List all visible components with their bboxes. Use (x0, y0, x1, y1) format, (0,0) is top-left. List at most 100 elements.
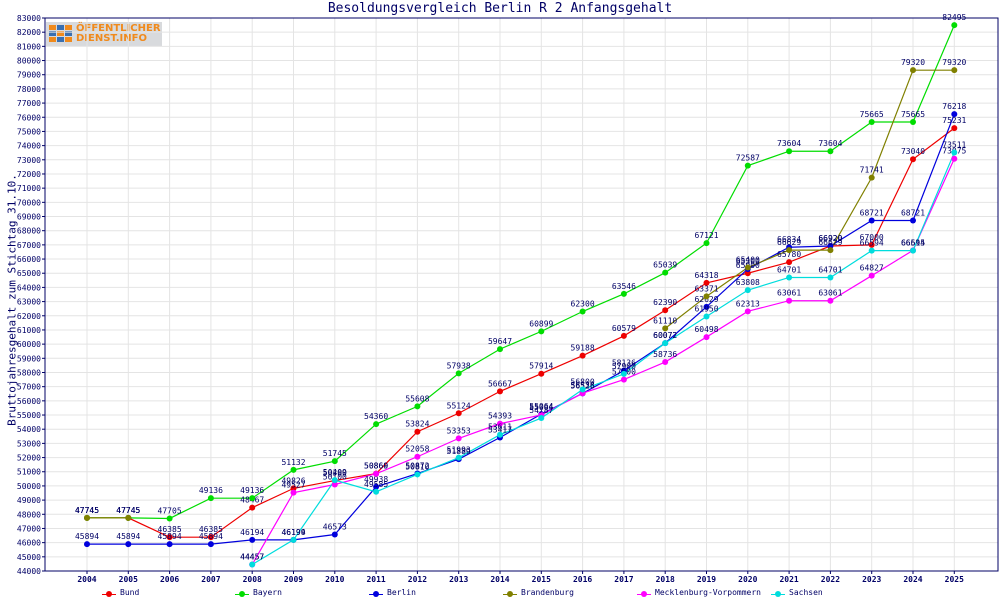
data-point (497, 420, 503, 427)
data-label: 66629 (777, 238, 801, 247)
data-label: 53353 (447, 426, 471, 435)
y-tick-label: 59000 (17, 354, 41, 363)
data-point (703, 279, 710, 286)
x-tick-label: 2014 (490, 575, 509, 584)
y-tick-label: 70000 (17, 198, 41, 207)
data-label: 66920 (818, 234, 842, 243)
data-label: 62629 (694, 295, 718, 304)
data-point (290, 536, 297, 543)
x-tick-label: 2012 (408, 575, 427, 584)
data-point (497, 346, 503, 353)
chart-title: Besoldungsvergleich Berlin R 2 Anfangsge… (327, 1, 673, 16)
data-label: 61110 (653, 316, 677, 325)
data-label: 55064 (529, 402, 553, 411)
data-point (744, 264, 751, 271)
data-point (290, 489, 297, 496)
data-label: 44457 (240, 553, 264, 562)
data-label: 47705 (158, 506, 182, 515)
data-label: 47745 (75, 506, 99, 515)
legend-marker (106, 591, 112, 597)
data-point (827, 243, 834, 250)
data-label: 61950 (694, 304, 718, 313)
data-point (249, 504, 256, 511)
data-label: 47745 (116, 506, 140, 515)
y-tick-label: 83000 (17, 14, 41, 23)
y-tick-label: 54000 (17, 425, 41, 434)
data-label: 73604 (777, 139, 801, 148)
data-label: 49136 (240, 486, 264, 495)
legend-label: Bayern (253, 588, 282, 597)
data-point (620, 290, 627, 297)
data-point (827, 274, 834, 281)
series-line (87, 24, 955, 520)
legend-marker (507, 591, 513, 597)
data-label: 73604 (818, 139, 842, 148)
data-point (662, 340, 669, 347)
data-point (331, 477, 338, 484)
data-label: 50409 (323, 468, 347, 477)
data-label: 60072 (653, 331, 677, 340)
data-label: 65039 (653, 261, 677, 270)
data-point (414, 471, 421, 478)
data-label: 60579 (612, 324, 636, 333)
y-tick-label: 76000 (17, 113, 41, 122)
data-label: 66594 (901, 239, 925, 248)
data-label: 54360 (364, 412, 388, 421)
data-point (249, 495, 256, 502)
x-tick-label: 2022 (821, 575, 840, 584)
data-label: 44457 (240, 553, 264, 562)
data-point (373, 470, 380, 477)
data-label: 56667 (488, 379, 512, 388)
data-point (455, 370, 462, 377)
data-point (331, 458, 338, 465)
data-point (620, 376, 627, 383)
y-tick-label: 51000 (17, 468, 41, 477)
y-tick-label: 63000 (17, 298, 41, 307)
data-point (703, 334, 710, 341)
data-label: 73040 (901, 147, 925, 156)
data-label: 59647 (488, 337, 512, 346)
data-point (744, 308, 751, 315)
data-label: 55124 (447, 401, 471, 410)
data-point (868, 241, 875, 248)
data-point (868, 272, 875, 279)
data-label: 51993 (447, 446, 471, 455)
data-label: 67000 (860, 233, 884, 242)
y-tick-label: 62000 (17, 312, 41, 321)
data-label: 56800 (571, 378, 595, 387)
data-point (662, 269, 669, 276)
legend-marker (239, 591, 245, 597)
data-point (538, 415, 545, 422)
legend-marker (641, 591, 647, 597)
legend-label: Brandenburg (521, 588, 574, 597)
x-tick-label: 2023 (862, 575, 881, 584)
data-label: 82495 (942, 13, 966, 22)
data-label: 53824 (405, 420, 429, 429)
data-label: 62313 (736, 299, 760, 308)
data-label: 46194 (281, 528, 305, 537)
data-point (951, 125, 958, 132)
data-point (455, 410, 462, 417)
data-point (579, 386, 586, 393)
y-tick-label: 78000 (17, 85, 41, 94)
data-point (703, 313, 710, 320)
data-point (744, 287, 751, 294)
data-label: 51745 (323, 449, 347, 458)
x-tick-label: 2009 (284, 575, 303, 584)
data-label: 45894 (116, 532, 140, 541)
y-tick-label: 60000 (17, 340, 41, 349)
legend-label: Sachsen (789, 588, 823, 597)
data-label: 50860 (364, 462, 388, 471)
y-tick-label: 44000 (17, 567, 41, 576)
data-label: 45894 (199, 532, 223, 541)
line-chart: 44000 45000 46000 47000 48000 49000 50000 51000… (17, 13, 999, 584)
data-label: 60899 (529, 319, 553, 328)
y-tick-label: 50000 (17, 482, 41, 491)
data-label: 64701 (818, 265, 842, 274)
logo-line-2: DIENST.INFO (76, 33, 147, 44)
data-label: 57900 (612, 362, 636, 371)
data-point (84, 514, 90, 521)
data-point (249, 561, 256, 568)
x-tick-label: 2018 (656, 575, 675, 584)
data-label: 63808 (736, 278, 760, 287)
